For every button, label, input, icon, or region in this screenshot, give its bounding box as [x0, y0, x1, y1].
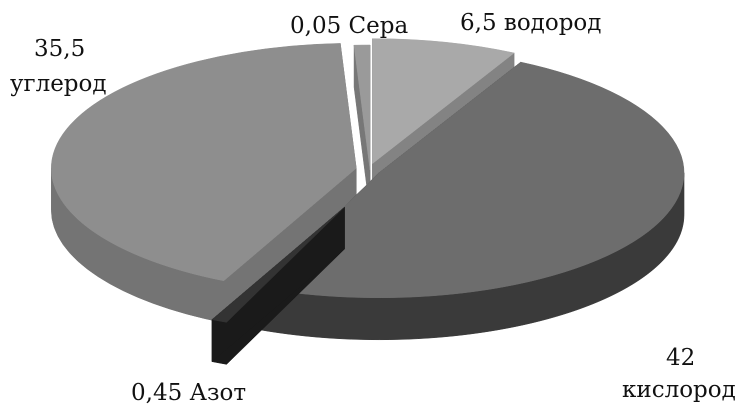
- slice-sulfur-top: [353, 44, 371, 171]
- label-oxygen-value: 42: [666, 345, 695, 371]
- label-oxygen-name: кислород: [622, 377, 736, 403]
- slice-oxygen-top: [260, 61, 685, 299]
- slice-sulfur: [353, 44, 371, 213]
- pie-labels: 6,5 водород 42 кислород 0,45 Азот 35,5 у…: [10, 10, 736, 406]
- pie-slices: [51, 38, 685, 365]
- slice-nitrogen: [211, 206, 345, 365]
- label-carbon-name: углерод: [10, 71, 107, 97]
- label-carbon-value: 35,5: [34, 36, 85, 62]
- slice-carbon-top: [51, 43, 357, 282]
- label-hydrogen: 6,5 водород: [460, 10, 601, 36]
- slice-nitrogen-top: [211, 206, 345, 323]
- slice-hydrogen-top: [372, 38, 515, 165]
- label-nitrogen: 0,45 Азот: [131, 380, 246, 406]
- label-sulfur: 0,05 Сера: [290, 13, 408, 39]
